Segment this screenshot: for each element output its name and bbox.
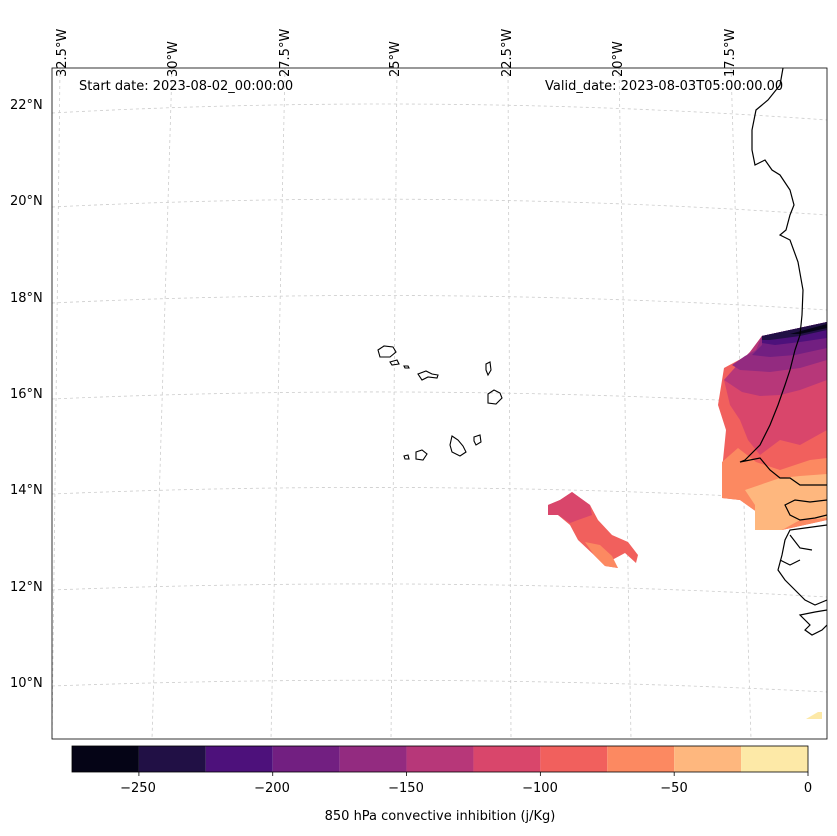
island-boa-vista (487, 389, 503, 405)
colorbar-tick-minus250: −250 (120, 781, 156, 796)
colorbar-title: 850 hPa convective inhibition (j/Kg) (324, 809, 556, 824)
island-santa-luzia (403, 365, 410, 369)
cin-patch-offshore-core (548, 492, 592, 523)
cape-verde-islands (377, 345, 503, 461)
island-brava (403, 454, 410, 460)
lat-label-20n: 20°N (10, 194, 43, 209)
lat-label-12n: 12°N (10, 580, 43, 595)
cin-contours (548, 322, 827, 719)
colorbar-tick-minus150: −150 (388, 781, 424, 796)
colorbar-tick-minus50: −50 (660, 781, 688, 796)
island-santo-antao (377, 345, 397, 358)
island-fogo (415, 449, 428, 461)
lat-label-10n: 10°N (10, 676, 43, 691)
colorbar-tick-0: 0 (803, 781, 813, 796)
valid-date-label: Valid_date: 2023-08-03T05:00:00.00 (545, 79, 784, 94)
cin-band-minus250 (762, 322, 827, 340)
map-frame (51, 67, 828, 740)
gridlines (52, 68, 827, 739)
colorbar-tick-minus200: −200 (254, 781, 290, 796)
cin-patch-south (806, 712, 822, 719)
cin-band-minus275 (790, 324, 827, 334)
coastline (739, 68, 827, 636)
island-sao-nicolau (417, 370, 439, 381)
lat-label-14n: 14°N (10, 483, 43, 498)
island-maio (473, 434, 482, 446)
island-sal (485, 361, 492, 377)
lat-label-16n: 16°N (10, 387, 43, 402)
colorbar-tick-minus100: −100 (522, 781, 558, 796)
lat-label-18n: 18°N (10, 291, 43, 306)
lat-label-22n: 22°N (10, 98, 43, 113)
cin-patch-offshore-edge (585, 542, 618, 568)
start-date-label: Start date: 2023-08-02_00:00:00 (79, 79, 294, 94)
cin-band-minus50 (745, 474, 827, 530)
island-santiago (449, 435, 467, 457)
island-sao-vicente (389, 359, 400, 366)
